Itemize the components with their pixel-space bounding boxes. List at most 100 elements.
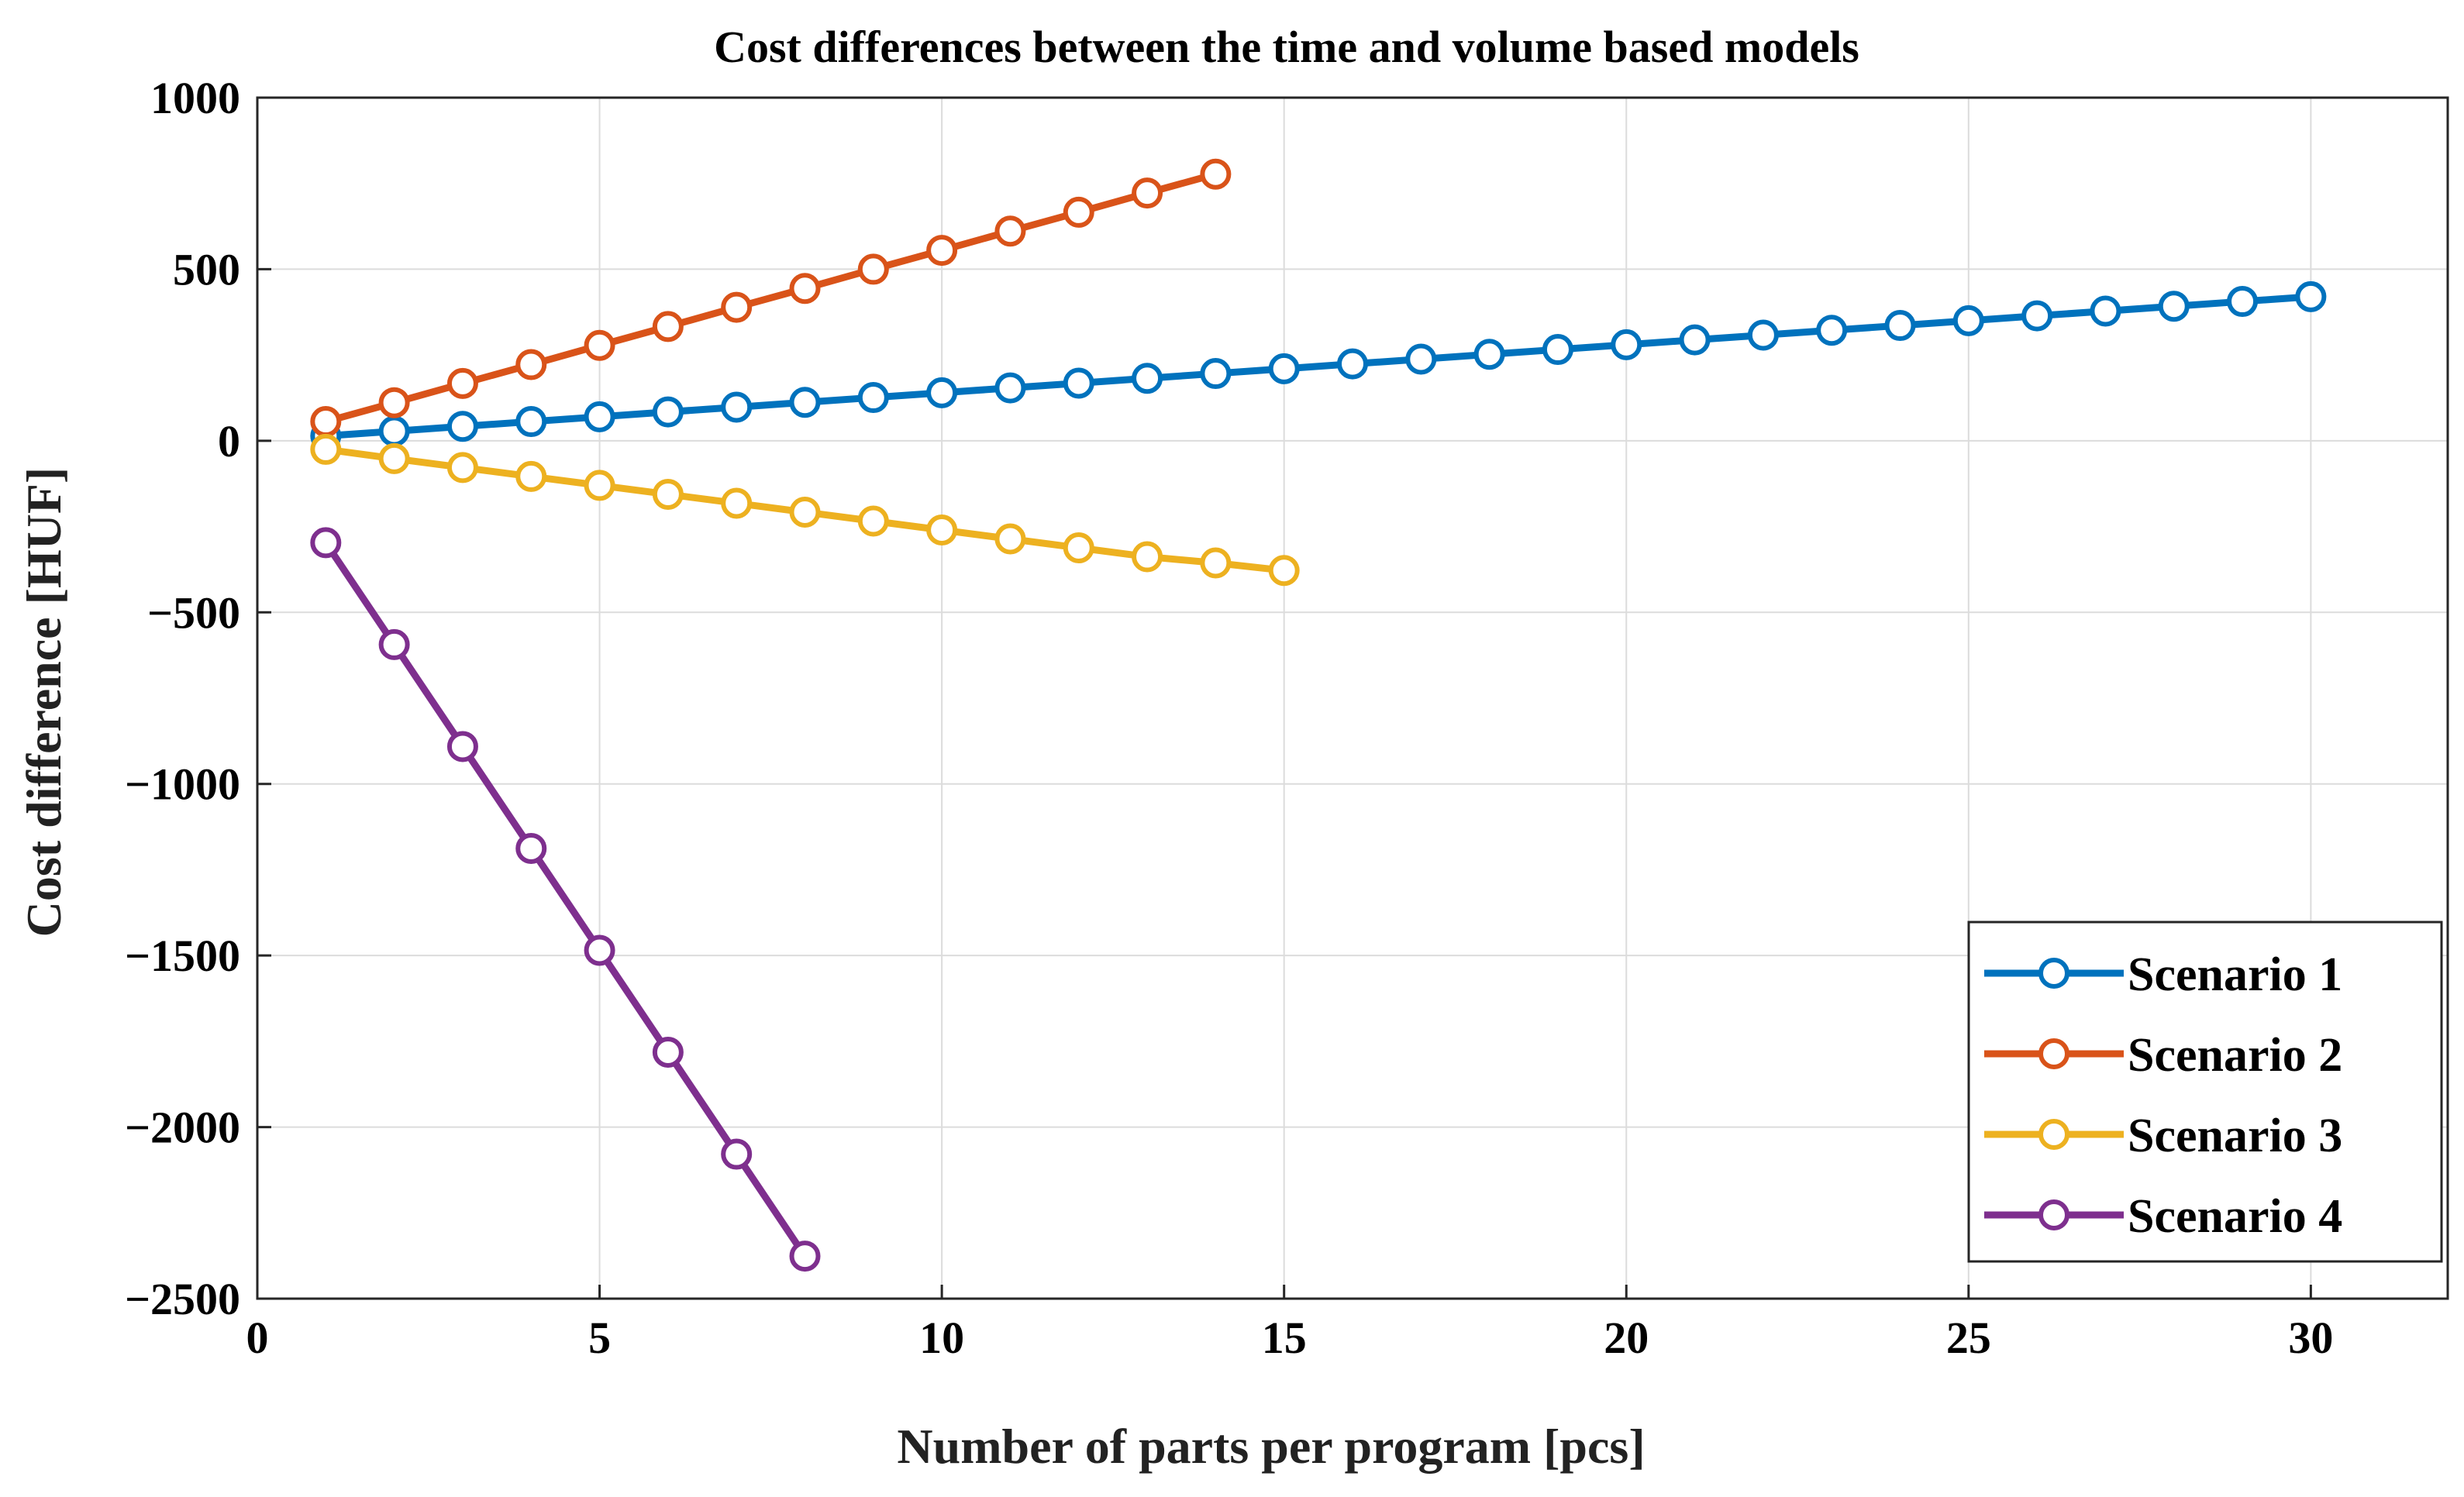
- data-point: [926, 514, 958, 545]
- data-point: [1542, 334, 1573, 366]
- data-point: [584, 934, 615, 966]
- data-point: [378, 415, 410, 447]
- data-point: [652, 396, 684, 428]
- x-tick-label: 10: [919, 1313, 964, 1363]
- data-point: [584, 329, 615, 361]
- data-point: [2295, 280, 2327, 312]
- legend-label: Scenario 4: [2128, 1190, 2342, 1243]
- data-point: [584, 401, 615, 432]
- y-tick-label: 500: [173, 244, 240, 294]
- data-point: [1132, 363, 1163, 394]
- data-point: [857, 253, 889, 285]
- data-point: [1132, 541, 1163, 573]
- data-point: [1200, 358, 1232, 390]
- data-point: [446, 452, 478, 484]
- x-tick-label: 0: [246, 1313, 269, 1363]
- chart-title: Cost differences between the time and vo…: [714, 22, 1859, 72]
- data-point: [1132, 177, 1163, 209]
- data-point: [2021, 300, 2053, 332]
- data-point: [310, 406, 342, 438]
- legend-swatch-marker: [2038, 1199, 2069, 1230]
- series-line: [322, 293, 2314, 440]
- data-point: [1816, 315, 1848, 346]
- data-point: [1679, 324, 1711, 356]
- legend-swatch-marker: [2038, 958, 2069, 989]
- data-point: [446, 731, 478, 762]
- data-point: [1884, 310, 1916, 342]
- y-tick-label: −500: [147, 587, 240, 638]
- data-point: [1611, 329, 1642, 360]
- data-point: [789, 496, 821, 528]
- x-tick-label: 30: [2288, 1313, 2333, 1363]
- data-point: [721, 1138, 753, 1170]
- data-point: [721, 487, 753, 519]
- plot-frame: [256, 96, 2449, 1300]
- data-point: [310, 433, 342, 465]
- legend-item: Scenario 1: [1984, 948, 2342, 1001]
- series-3: [310, 433, 1300, 587]
- x-tick-label: 5: [588, 1313, 611, 1363]
- legend-label: Scenario 1: [2128, 948, 2342, 1001]
- data-point: [378, 628, 410, 660]
- series-1: [310, 280, 2327, 452]
- data-point: [857, 382, 889, 414]
- data-point: [1405, 343, 1437, 375]
- y-tick-label: −1500: [125, 931, 240, 981]
- data-point: [789, 1241, 821, 1272]
- y-tick-label: 0: [218, 416, 240, 466]
- legend-swatch-marker: [2038, 1038, 2069, 1069]
- data-point: [1473, 339, 1505, 370]
- data-point: [926, 235, 958, 267]
- data-point: [310, 527, 342, 559]
- data-point: [1268, 555, 1300, 587]
- data-point: [857, 505, 889, 537]
- data-point: [515, 460, 547, 492]
- axis-ticks: 0 5 10 15 20 25 30 1000 500 0 −500 −1000 −1500 −2000 −…: [125, 73, 2333, 1363]
- data-point: [652, 478, 684, 510]
- x-tick-label: 15: [1262, 1313, 1307, 1363]
- data-point: [994, 372, 1026, 404]
- data-point: [994, 215, 1026, 247]
- data-point: [378, 442, 410, 474]
- data-point: [1063, 367, 1094, 399]
- data-point: [1747, 319, 1779, 351]
- data-point: [446, 411, 478, 442]
- y-tick-label: −1000: [125, 759, 240, 810]
- series-4: [310, 527, 821, 1272]
- x-tick-label: 25: [1946, 1313, 1991, 1363]
- data-point: [1268, 353, 1300, 384]
- data-point: [2090, 295, 2121, 327]
- data-point: [1200, 158, 1232, 190]
- legend: Scenario 1 Scenario 2 Scenario 3 Scenario 4: [1967, 921, 2443, 1263]
- series-2: [310, 158, 1232, 438]
- data-point: [789, 273, 821, 305]
- y-tick-label: 1000: [150, 73, 240, 123]
- x-axis-label: Number of parts per program [pcs]: [897, 1419, 1645, 1474]
- data-point: [789, 387, 821, 418]
- data-point: [926, 377, 958, 408]
- data-point: [378, 387, 410, 418]
- data-point: [1063, 532, 1094, 564]
- data-point: [1337, 348, 1368, 380]
- legend-item: Scenario 4: [1984, 1190, 2342, 1243]
- legend-item: Scenario 2: [1984, 1029, 2342, 1082]
- data-point: [2227, 286, 2259, 318]
- legend-swatch-marker: [2038, 1119, 2069, 1150]
- legend-label: Scenario 2: [2128, 1029, 2342, 1082]
- data-point: [652, 311, 684, 342]
- series-line: [322, 539, 808, 1260]
- data-point: [652, 1037, 684, 1069]
- data-point: [721, 291, 753, 323]
- data-point: [1952, 305, 1984, 336]
- data-point: [515, 832, 547, 864]
- data-point: [994, 523, 1026, 555]
- data-point: [2158, 291, 2190, 322]
- data-point: [584, 470, 615, 501]
- data-point: [721, 391, 753, 423]
- series-layer: [310, 158, 2327, 1272]
- data-point: [446, 367, 478, 399]
- data-point: [1063, 196, 1094, 228]
- y-tick-label: −2000: [125, 1103, 240, 1153]
- x-tick-label: 20: [1604, 1313, 1649, 1363]
